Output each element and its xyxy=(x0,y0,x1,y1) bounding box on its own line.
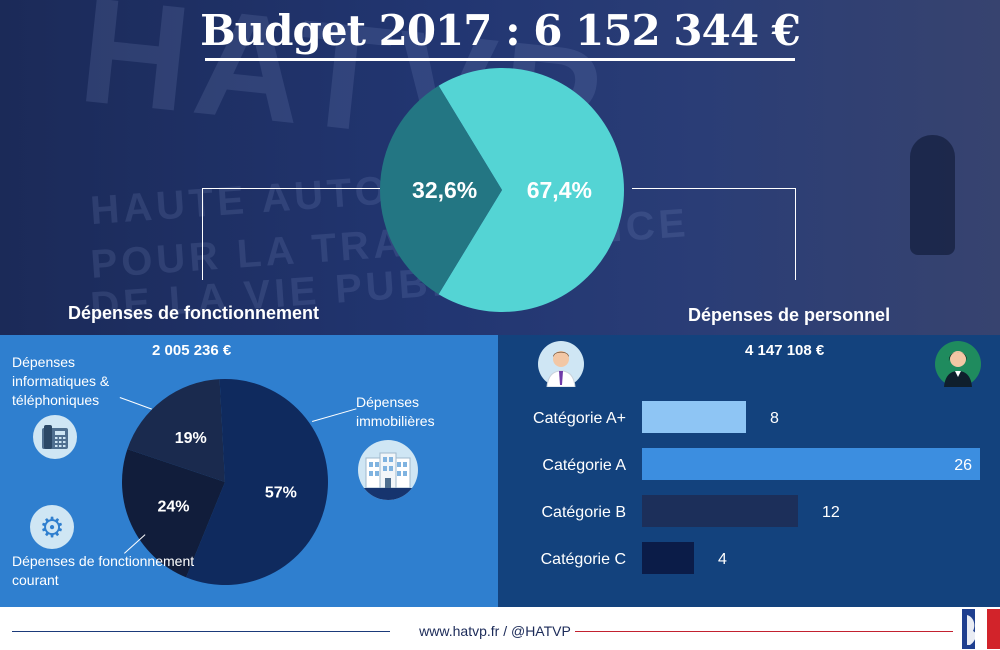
pie-label-depenses-de-personnel: 67,4% xyxy=(527,177,592,203)
bar-value-label: 12 xyxy=(822,504,840,521)
personnel-bar-chart: Catégorie A+ 8 Catégorie A 26 Catégorie B 12 C… xyxy=(533,401,980,574)
bar-categorie-a xyxy=(642,448,980,480)
bar-value-label: 26 xyxy=(954,457,972,474)
pie-slice-depenses-immobilieres xyxy=(186,379,328,585)
footer-link-text[interactable]: www.hatvp.fr / @HATVP xyxy=(419,623,571,639)
bar-value-label: 4 xyxy=(718,551,727,568)
bar-categorie-b xyxy=(642,495,798,527)
bar-categorie-c xyxy=(642,542,694,574)
pie-slice-depenses-de-fonctionnement-courant xyxy=(121,449,225,578)
connector-line-left xyxy=(202,188,380,280)
bar-categorie-a xyxy=(642,401,746,433)
budget-pie-chart: 67,4% 32,6% xyxy=(380,67,624,312)
annotation-informatiques: Dépenses informatiques & téléphoniques xyxy=(12,354,110,408)
building-icon xyxy=(358,440,418,500)
footer: www.hatvp.fr / @HATVP xyxy=(0,607,1000,650)
pie-label-depenses-de-fonctionnement-courant: 24% xyxy=(157,499,189,516)
woman-icon xyxy=(935,341,981,387)
phone-icon xyxy=(33,415,77,459)
pie-slice-depenses-de-fonctionnement xyxy=(380,85,502,295)
footer-divider-left xyxy=(12,631,390,632)
pie-slice-depenses-de-personnel xyxy=(438,67,624,312)
bar-value-label: 8 xyxy=(770,410,779,427)
connector-line-right xyxy=(632,188,796,280)
pie-slice-depenses-informatiques-telephoniques xyxy=(127,379,225,482)
personnel-amount: 4 147 108 € xyxy=(745,342,825,359)
section-title-fonctionnement: Dépenses de fonctionnement xyxy=(68,303,320,323)
footer-divider-right xyxy=(575,631,953,632)
category-label: Catégorie C xyxy=(541,551,626,568)
page-title: Budget 2017 : 6 152 344 € xyxy=(200,6,801,55)
fonctionnement-pie-chart: 57% 24% 19% xyxy=(121,379,328,585)
section-title-personnel: Dépenses de personnel xyxy=(688,305,891,325)
gear-icon: ⚙ xyxy=(30,505,74,549)
annotation-immobilieres: Dépenses immobilières xyxy=(356,394,435,429)
marianne-flag-icon xyxy=(962,609,1000,649)
fonctionnement-amount: 2 005 236 € xyxy=(152,342,232,359)
annotation-courant: Dépenses de fonctionnement courant xyxy=(12,553,195,588)
category-label: Catégorie B xyxy=(542,504,627,521)
title-underline xyxy=(205,58,795,61)
pie-label-depenses-informatiques-telephoniques: 19% xyxy=(175,430,207,447)
pie-label-depenses-de-fonctionnement: 32,6% xyxy=(412,177,477,203)
category-label: Catégorie A+ xyxy=(533,410,626,427)
person-silhouette xyxy=(910,135,955,255)
pie-label-depenses-immobilieres: 57% xyxy=(265,484,297,501)
category-label: Catégorie A xyxy=(542,457,626,474)
man-icon xyxy=(538,341,584,387)
